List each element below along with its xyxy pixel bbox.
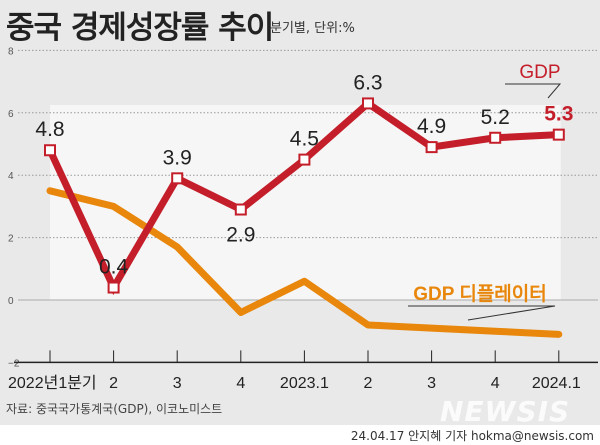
x-tick-label: 2 xyxy=(364,375,373,392)
y-tick-label: 4 xyxy=(8,171,14,182)
gdp-marker xyxy=(425,141,438,154)
gdp-marker xyxy=(107,281,120,294)
source-note: 자료: 중국국가통계국(GDP), 이코노미스트 xyxy=(6,402,223,416)
gdp-data-label: 6.3 xyxy=(353,71,382,94)
x-tick-label: 3 xyxy=(427,375,436,392)
newsis-logo: NEWSIS xyxy=(440,395,571,428)
gdp-marker xyxy=(234,203,247,216)
y-tick-label: 0 xyxy=(8,296,14,307)
x-tick-label: 2023.1 xyxy=(280,375,329,392)
legend-deflator: GDP 디플레이터 xyxy=(413,283,547,305)
gdp-marker xyxy=(44,144,56,157)
x-tick-label: 4 xyxy=(491,375,500,392)
gdp-data-label: 2.9 xyxy=(226,224,255,247)
x-tick-label: 2022년1분기 xyxy=(8,374,97,392)
line-chart: −2 0 2 4 6 8 2022년1분기 2 3 4 2023.1 2 3 4 2024.1 4.8 0.4 3… xyxy=(8,46,598,392)
x-tick-label: 2 xyxy=(109,375,118,392)
gdp-data-label: 4.8 xyxy=(35,118,64,141)
y-tick-label: 2 xyxy=(8,234,14,245)
y-tick-label: 6 xyxy=(8,109,14,120)
deflator-line xyxy=(46,187,563,338)
gdp-marker xyxy=(171,172,184,185)
chart-title: 중국 경제성장률 추이 xyxy=(6,10,274,46)
y-tick-label: −2 xyxy=(8,358,20,369)
x-tick-label: 3 xyxy=(173,375,182,392)
gdp-data-label: 5.3 xyxy=(544,103,573,126)
credit-line: 24.04.17 안지혜 기자 hokma@newsis.com xyxy=(350,429,594,443)
chart-subtitle: 분기별, 단위:% xyxy=(270,21,355,36)
gdp-marker xyxy=(298,153,311,166)
legend-gdp-callout xyxy=(505,83,562,99)
gdp-marker xyxy=(489,131,502,144)
gdp-marker xyxy=(362,97,374,110)
legend-deflator-callout xyxy=(408,305,556,321)
legend-gdp: GDP xyxy=(519,62,560,83)
x-tick-label: 2024.1 xyxy=(532,375,581,392)
x-tick-label: 4 xyxy=(236,375,245,392)
gdp-data-label: 5.2 xyxy=(481,106,510,129)
y-tick-label: 8 xyxy=(8,46,14,57)
gdp-data-label: 0.4 xyxy=(99,256,129,279)
gdp-data-label: 4.5 xyxy=(290,128,319,151)
gdp-data-label: 4.9 xyxy=(417,115,446,138)
gdp-data-label: 3.9 xyxy=(163,146,192,169)
gdp-marker xyxy=(552,128,565,141)
